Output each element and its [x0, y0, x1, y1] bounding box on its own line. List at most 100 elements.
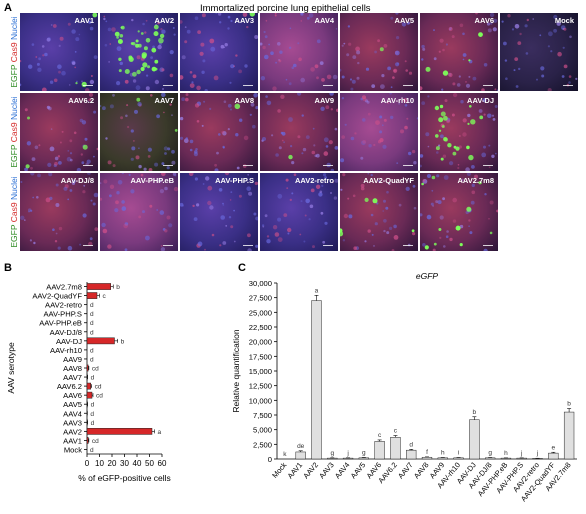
nucleus-dot — [287, 227, 292, 233]
nucleus-dot — [312, 245, 315, 249]
nucleus-dot — [353, 246, 357, 250]
nucleus-dot — [166, 215, 171, 220]
nucleus-dot — [53, 78, 58, 83]
nucleus-dot — [458, 135, 461, 137]
scale-bar — [243, 245, 253, 246]
nucleus-dot — [408, 71, 413, 75]
egfp-positive-cell — [438, 228, 442, 231]
nucleus-dot — [495, 152, 497, 155]
nucleus-dot — [101, 222, 106, 228]
nucleus-dot — [164, 152, 167, 155]
nucleus-dot — [393, 235, 399, 240]
nucleus-dot — [362, 118, 366, 122]
nucleus-dot — [196, 120, 200, 123]
nucleus-dot — [374, 222, 378, 226]
nucleus-dot — [439, 38, 444, 43]
nucleus-dot — [390, 86, 393, 89]
chart-c-bar — [485, 457, 496, 460]
chart-b-significance-letter: d — [90, 356, 94, 363]
nucleus-dot — [289, 198, 292, 202]
nucleus-dot — [492, 118, 496, 121]
nucleus-dot — [254, 35, 258, 39]
nucleus-dot — [103, 17, 106, 21]
nucleus-dot — [180, 136, 184, 140]
egfp-positive-cell — [135, 43, 140, 48]
nucleus-dot — [471, 183, 475, 188]
nucleus-dot — [185, 137, 188, 140]
scale-bar — [83, 165, 93, 166]
chart-c-category-label: Mock — [270, 460, 288, 480]
nucleus-dot — [324, 221, 328, 225]
nucleus-dot — [230, 108, 232, 111]
nucleus-dot — [330, 108, 333, 111]
tile-label: AAV7 — [154, 96, 174, 105]
tile-label: AAV4 — [314, 16, 334, 25]
nucleus-dot — [461, 178, 464, 182]
nucleus-dot — [35, 56, 38, 58]
chart-b-bar — [86, 391, 93, 399]
nucleus-dot — [330, 192, 332, 194]
nucleus-dot — [305, 135, 310, 139]
nucleus-dot — [547, 45, 550, 48]
egfp-positive-cell — [143, 46, 148, 51]
nucleus-dot — [61, 70, 66, 76]
nucleus-dot — [297, 135, 301, 139]
micrograph-texture — [180, 13, 258, 91]
nucleus-dot — [213, 75, 219, 81]
stain-nuc-text: Nuclei — [9, 96, 19, 123]
nucleus-dot — [20, 83, 22, 87]
chart-c-significance-letter: de — [297, 443, 305, 450]
nucleus-dot — [351, 79, 356, 84]
nucleus-dot — [227, 15, 231, 19]
chart-b-significance-letter: d — [90, 302, 94, 309]
nucleus-dot — [420, 154, 424, 158]
nucleus-dot — [568, 75, 572, 78]
nucleus-dot — [505, 77, 508, 80]
nucleus-dot — [103, 179, 108, 184]
nucleus-dot — [320, 211, 324, 215]
nucleus-dot — [488, 144, 491, 147]
nucleus-dot — [227, 128, 230, 131]
nucleus-dot — [404, 104, 408, 107]
micrograph-tile: AAV2 — [100, 13, 178, 91]
egfp-positive-cell — [159, 33, 165, 39]
nucleus-dot — [244, 64, 248, 68]
nucleus-dot — [387, 66, 391, 71]
egfp-positive-cell — [151, 66, 157, 72]
nucleus-dot — [319, 61, 324, 65]
nucleus-dot — [96, 147, 98, 151]
nucleus-dot — [93, 155, 95, 158]
tile-label: AAV1 — [74, 16, 94, 25]
egfp-positive-cell — [489, 231, 493, 235]
chart-c-bar — [453, 457, 464, 460]
nucleus-dot — [569, 35, 572, 39]
tile-label: AAV6 — [474, 16, 494, 25]
nucleus-dot — [466, 173, 471, 176]
nucleus-dot — [511, 28, 515, 31]
nucleus-dot — [20, 181, 23, 183]
micrograph-tile: AAV8 — [180, 93, 258, 171]
nucleus-dot — [173, 186, 178, 192]
nucleus-dot — [297, 42, 300, 45]
nucleus-dot — [281, 139, 284, 142]
nucleus-dot — [439, 215, 444, 220]
nucleus-dot — [360, 156, 364, 160]
chart-b-category-label: AAV6 — [63, 391, 82, 400]
egfp-positive-cell — [452, 151, 457, 156]
chart-b-category-label: AAV1 — [63, 436, 82, 445]
nucleus-dot — [489, 22, 493, 25]
nucleus-dot — [489, 13, 495, 18]
egfp-positive-cell — [441, 125, 445, 128]
nucleus-dot — [513, 69, 516, 72]
chart-b-significance-letter: d — [90, 311, 94, 318]
nucleus-dot — [370, 173, 373, 177]
nucleus-dot — [239, 118, 243, 122]
nucleus-dot — [266, 100, 272, 106]
chart-b-category-label: AAV2-retro — [45, 301, 82, 310]
nucleus-dot — [163, 146, 168, 151]
micrograph-texture — [100, 93, 178, 171]
nucleus-dot — [195, 148, 198, 151]
nucleus-dot — [452, 93, 458, 98]
nucleus-dot — [24, 219, 26, 221]
egfp-positive-cell — [120, 25, 125, 30]
